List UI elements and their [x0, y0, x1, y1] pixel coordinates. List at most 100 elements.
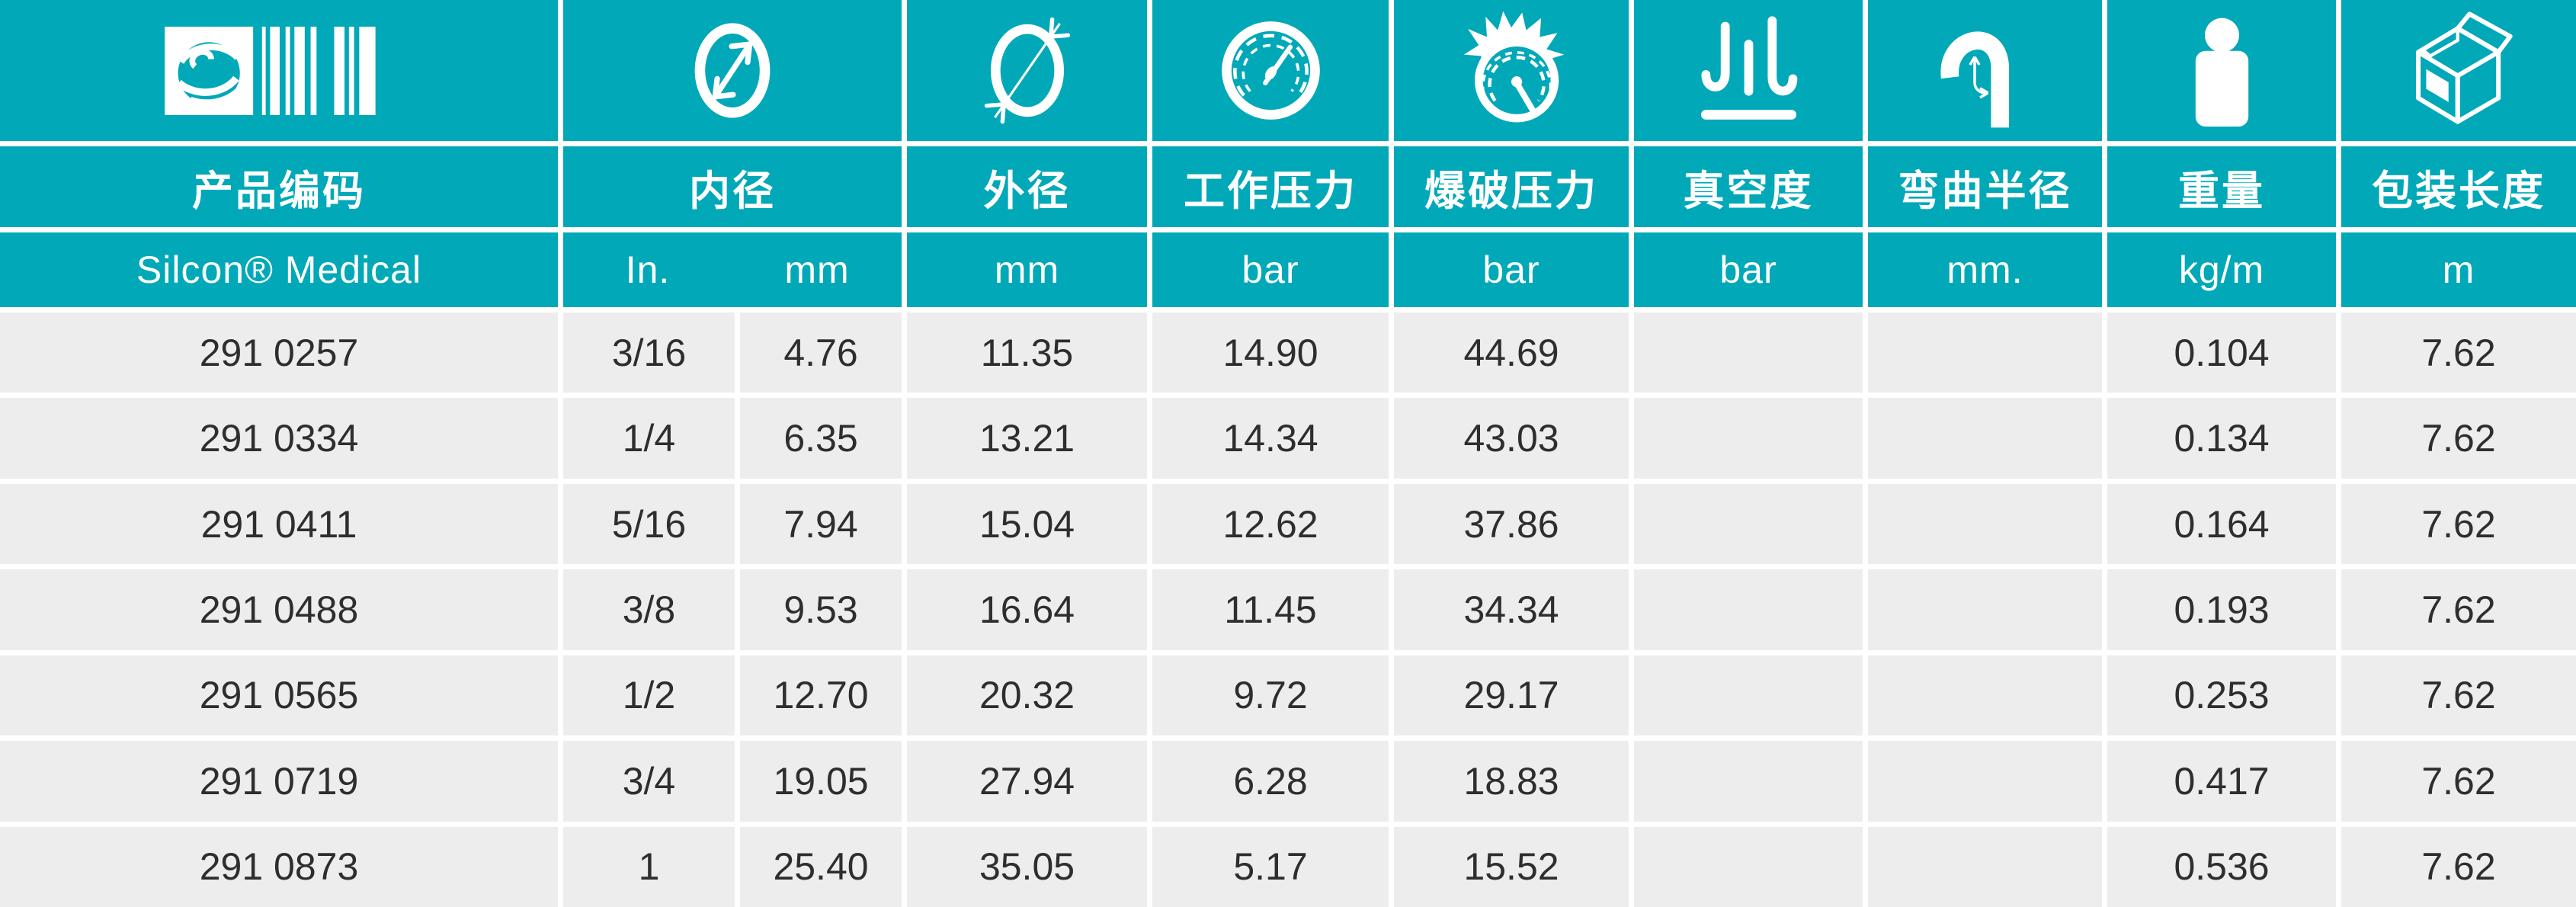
cell-br-row7: [1868, 826, 2102, 907]
header-cell-bend-radius: 弯曲半径: [1868, 146, 2102, 227]
outer-diameter-icon: [982, 15, 1072, 126]
cell-vac-row5: [1634, 655, 1863, 736]
unit-label: m: [2442, 248, 2475, 291]
unit-label-in: In.: [625, 248, 671, 291]
vacuum-icon: [1693, 15, 1804, 126]
cell-len-row7: 7.62: [2341, 826, 2576, 907]
cell-vac-row3: [1634, 483, 1863, 565]
icon-cell-product-code: [0, 0, 558, 141]
cell-od-row2: 13.21: [907, 398, 1147, 479]
header-label: 爆破压力: [1424, 168, 1598, 214]
icon-cell-outer-diameter: [907, 0, 1147, 141]
icon-cell-package-length: [2341, 0, 2576, 141]
cell-wt-row1: 0.104: [2107, 312, 2336, 393]
cell-id_mm-row7: 25.40: [740, 826, 902, 907]
cell-wt-row3: 0.164: [2107, 483, 2336, 565]
inner-diameter-icon: [687, 15, 777, 126]
unit-cell-working-pressure: bar: [1152, 232, 1389, 307]
icon-cell-weight: [2107, 0, 2336, 141]
cell-wt-row5: 0.253: [2107, 655, 2336, 736]
logo-barcode-icon: [165, 26, 393, 115]
cell-br-row6: [1868, 741, 2102, 822]
cell-id_in-row7: 1: [563, 826, 735, 907]
icon-cell-bend-radius: [1868, 0, 2102, 141]
product-line-label: Silcon® Medical: [136, 248, 422, 291]
header-cell-working-pressure: 工作压力: [1152, 146, 1389, 227]
cell-br-row2: [1868, 398, 2102, 479]
cell-wt-row7: 0.536: [2107, 826, 2336, 907]
cell-bp-row2: 43.03: [1394, 398, 1629, 479]
unit-label: bar: [1719, 248, 1777, 291]
cell-br-row1: [1868, 312, 2102, 393]
unit-cell-inner-diameter: In. mm: [563, 232, 902, 307]
unit-cell-burst-pressure: bar: [1394, 232, 1629, 307]
cell-wp-row7: 5.17: [1152, 826, 1389, 907]
header-cell-inner-diameter: 内径: [563, 146, 902, 227]
cell-br-row3: [1868, 483, 2102, 565]
unit-label: mm.: [1946, 248, 2023, 291]
cell-bp-row3: 37.86: [1394, 483, 1629, 565]
header-label: 外径: [983, 168, 1071, 214]
cell-vac-row4: [1634, 569, 1863, 650]
icon-cell-working-pressure: [1152, 0, 1389, 141]
cell-id_mm-row4: 9.53: [740, 569, 902, 650]
cell-od-row5: 20.32: [907, 655, 1147, 736]
header-label: 包装长度: [2372, 168, 2546, 214]
cell-wp-row4: 11.45: [1152, 569, 1389, 650]
header-cell-outer-diameter: 外径: [907, 146, 1147, 227]
cell-len-row6: 7.62: [2341, 741, 2576, 822]
header-label: 弯曲半径: [1898, 168, 2072, 214]
cell-wp-row2: 14.34: [1152, 398, 1389, 479]
cell-id_in-row6: 3/4: [563, 741, 735, 822]
cell-bp-row6: 18.83: [1394, 741, 1629, 822]
cell-vac-row2: [1634, 398, 1863, 479]
cell-od-row7: 35.05: [907, 826, 1147, 907]
header-cell-product-code: 产品编码: [0, 146, 558, 227]
cell-len-row3: 7.62: [2341, 483, 2576, 565]
unit-cell-package-length: m: [2341, 232, 2576, 307]
cell-id_in-row2: 1/4: [563, 398, 735, 479]
working-pressure-gauge-icon: [1216, 15, 1326, 126]
cell-wt-row2: 0.134: [2107, 398, 2336, 479]
cell-len-row1: 7.62: [2341, 312, 2576, 393]
cell-id_mm-row2: 6.35: [740, 398, 902, 479]
cell-wp-row1: 14.90: [1152, 312, 1389, 393]
cell-wp-row3: 12.62: [1152, 483, 1389, 565]
header-cell-weight: 重量: [2107, 146, 2336, 227]
cell-wt-row4: 0.193: [2107, 569, 2336, 650]
unit-label: bar: [1242, 248, 1299, 291]
header-label: 工作压力: [1184, 168, 1357, 214]
icon-cell-inner-diameter: [563, 0, 902, 141]
cell-od-row6: 27.94: [907, 741, 1147, 822]
cell-bp-row1: 44.69: [1394, 312, 1629, 393]
cell-bp-row4: 34.34: [1394, 569, 1629, 650]
cell-code-row7: 291 0873: [0, 826, 558, 907]
cell-code-row2: 291 0334: [0, 398, 558, 479]
cell-id_mm-row6: 19.05: [740, 741, 902, 822]
bend-radius-icon: [1932, 14, 2039, 128]
unit-cell-vacuum: bar: [1634, 232, 1863, 307]
cell-id_in-row1: 3/16: [563, 312, 735, 393]
icon-cell-vacuum: [1634, 0, 1863, 141]
header-cell-package-length: 包装长度: [2341, 146, 2576, 227]
cell-code-row5: 291 0565: [0, 655, 558, 736]
cell-bp-row5: 29.17: [1394, 655, 1629, 736]
cell-bp-row7: 15.52: [1394, 826, 1629, 907]
unit-label: mm: [994, 248, 1060, 291]
cell-code-row1: 291 0257: [0, 312, 558, 393]
cell-code-row4: 291 0488: [0, 569, 558, 650]
header-label: 真空度: [1683, 168, 1814, 214]
cell-code-row6: 291 0719: [0, 741, 558, 822]
cell-id_mm-row5: 12.70: [740, 655, 902, 736]
unit-label: kg/m: [2178, 248, 2265, 291]
cell-wt-row6: 0.417: [2107, 741, 2336, 822]
package-box-icon: [2400, 11, 2518, 130]
weight-icon: [2182, 14, 2262, 128]
cell-vac-row6: [1634, 741, 1863, 822]
unit-label-mm: mm: [784, 248, 850, 291]
cell-br-row5: [1868, 655, 2102, 736]
unit-cell-outer-diameter: mm: [907, 232, 1147, 307]
cell-wp-row6: 6.28: [1152, 741, 1389, 822]
cell-od-row4: 16.64: [907, 569, 1147, 650]
